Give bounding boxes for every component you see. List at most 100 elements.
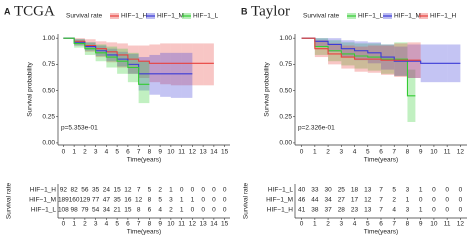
table-x-tick-label: 5 [115,221,119,228]
risk-count: 3 [169,197,173,204]
survival-curve [301,37,461,64]
x-tick-label: 1 [313,149,317,156]
risk-count: 0 [191,187,195,194]
chart-title: Taylor [251,3,290,19]
x-tick-label: 1 [72,149,76,156]
risk-count: 12 [124,187,132,194]
table-x-tick-label: 9 [158,221,162,228]
survival-curve [301,37,416,97]
y-tick-label: 0.75 [279,61,292,68]
x-tick-label: 12 [189,149,197,156]
risk-count: 33 [311,187,319,194]
risk-count: 5 [392,187,396,194]
legend-title: Survival rate [303,13,340,20]
risk-row-label: HIF−1_M [29,197,56,204]
risk-count: 5 [158,197,162,204]
risk-count: 0 [223,207,227,214]
x-tick-label: 2 [326,149,330,156]
x-axis-label: Time(years) [127,157,161,164]
confidence-band [192,43,204,86]
risk-count: 1 [169,187,173,194]
y-tick-label: 0.00 [279,140,292,147]
risk-count: 17 [351,197,359,204]
table-x-tick-label: 4 [353,221,357,228]
table-x-tick-label: 0 [300,221,304,228]
risk-count: 82 [71,187,79,194]
risk-count: 7 [379,207,383,214]
table-x-axis-label: Time(years) [364,229,398,236]
risk-count: 24 [103,187,111,194]
risk-count: 34 [324,197,332,204]
risk-count: 7 [137,187,141,194]
risk-count: 0 [432,207,436,214]
x-tick-label: 9 [158,149,162,156]
p-value: p=5.353e-01 [61,125,98,132]
risk-count: 0 [445,207,449,214]
risk-count: 3 [406,187,410,194]
legend-label: HIF−1_L [358,13,383,20]
risk-count: 1 [419,187,423,194]
x-tick-label: 12 [457,149,465,156]
risk-count: 1 [406,197,410,204]
risk-count: 77 [92,197,100,204]
x-tick-label: 14 [210,149,218,156]
risk-count: 1 [180,207,184,214]
table-x-tick-label: 1 [72,221,76,228]
risk-count: 129 [79,197,90,204]
risk-count: 47 [103,197,111,204]
risk-count: 35 [114,197,122,204]
panel-label: B [241,6,248,16]
risk-count: 5 [148,187,152,194]
risk-count: 0 [445,187,449,194]
risk-count: 41 [298,207,306,214]
risk-count: 34 [103,207,111,214]
risk-count: 23 [351,207,359,214]
table-x-tick-label: 4 [105,221,109,228]
x-tick-label: 7 [137,149,141,156]
p-value: p=2.326e-01 [298,125,335,132]
risk-count: 21 [114,207,122,214]
risk-count: 27 [338,197,346,204]
risk-count: 7 [379,187,383,194]
risk-table-title: Survival rate [6,183,13,220]
x-tick-label: 3 [339,149,343,156]
confidence-band [314,38,329,47]
risk-count: 79 [81,207,89,214]
risk-count: 0 [191,207,195,214]
table-x-tick-label: 14 [210,221,218,228]
table-x-tick-label: 6 [126,221,130,228]
table-x-tick-label: 8 [406,221,410,228]
x-tick-label: 8 [406,149,410,156]
risk-count: 25 [338,187,346,194]
table-x-tick-label: 1 [313,221,317,228]
table-x-tick-label: 0 [62,221,66,228]
risk-count: 1 [180,197,184,204]
survival-curve [63,37,150,85]
y-tick-label: 0.75 [42,61,55,68]
x-tick-label: 15 [221,149,229,156]
risk-count: 56 [81,187,89,194]
risk-count: 38 [311,207,319,214]
risk-count: 30 [324,187,332,194]
x-tick-label: 11 [178,149,185,156]
risk-count: 1 [419,207,423,214]
risk-count: 108 [58,207,69,214]
risk-count: 0 [201,197,205,204]
x-tick-label: 9 [419,149,423,156]
risk-count: 4 [158,207,162,214]
risk-count: 0 [459,197,463,204]
risk-count: 37 [324,207,332,214]
x-tick-label: 5 [115,149,119,156]
risk-row-label: HIF−1_H [30,187,56,194]
risk-count: 0 [223,197,227,204]
table-x-tick-label: 2 [326,221,330,228]
risk-count: 2 [158,187,162,194]
confidence-band [203,43,214,86]
y-axis-label: Survival probability [27,61,34,116]
table-x-tick-label: 11 [178,221,185,228]
risk-count: 15 [114,187,122,194]
table-x-tick-label: 15 [221,221,229,228]
table-x-tick-label: 13 [200,221,208,228]
x-tick-label: 0 [62,149,66,156]
risk-count: 0 [223,187,227,194]
